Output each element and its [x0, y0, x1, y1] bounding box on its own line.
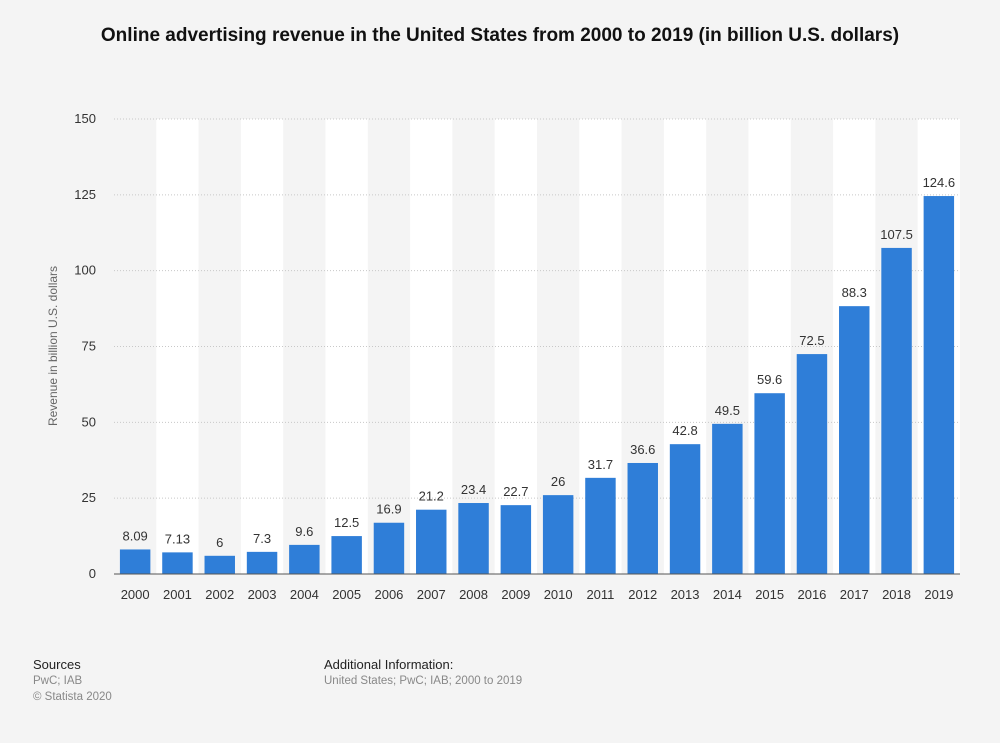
bar: [162, 552, 193, 574]
x-tick-label: 2018: [882, 587, 911, 602]
bars: [119, 196, 955, 574]
x-tick-label: 2005: [332, 587, 361, 602]
data-label: 12.5: [334, 515, 359, 530]
y-tick-label: 100: [74, 263, 96, 278]
x-tick-label: 2017: [840, 587, 869, 602]
x-tick-label: 2001: [163, 587, 192, 602]
chart-title: Online advertising revenue in the United…: [100, 25, 900, 46]
bar: [627, 462, 658, 574]
y-axis-label: Revenue in billion U.S. dollars: [46, 265, 60, 427]
bar: [754, 393, 785, 574]
x-tick-label: 2004: [290, 587, 319, 602]
data-label: 59.6: [757, 372, 782, 387]
x-tick-label: 2011: [586, 587, 614, 602]
y-tick-label: 75: [82, 339, 96, 354]
data-label: 6: [216, 535, 223, 550]
bar: [712, 423, 743, 574]
bar: [881, 247, 912, 574]
x-tick-label: 2012: [628, 587, 657, 602]
additional-info-text: United States; PwC; IAB; 2000 to 2019: [324, 675, 523, 687]
bar: [839, 306, 870, 574]
additional-info-block: Additional Information: United States; P…: [324, 657, 522, 689]
data-label: 124.6: [923, 175, 956, 190]
data-label: 21.2: [419, 489, 444, 504]
data-label: 8.09: [122, 528, 147, 543]
bar: [458, 503, 489, 574]
bar: [416, 509, 447, 574]
bar: [119, 549, 151, 574]
bar: [373, 522, 405, 574]
y-tick-label: 150: [74, 111, 96, 126]
bar: [923, 196, 955, 574]
x-tick-label: 2002: [205, 587, 234, 602]
plot-band: [410, 119, 453, 574]
bar: [585, 477, 616, 574]
x-tick-label: 2014: [713, 587, 742, 602]
x-tick-label: 2007: [417, 587, 446, 602]
additional-info-heading: Additional Information:: [324, 657, 454, 672]
bar: [204, 555, 235, 574]
x-tick-label: 2016: [797, 587, 826, 602]
copyright-text: © Statista 2020: [33, 691, 112, 703]
y-tick-label: 125: [74, 187, 96, 202]
data-label: 23.4: [461, 482, 486, 497]
data-label: 16.9: [376, 502, 401, 517]
x-tick-label: 2003: [248, 587, 277, 602]
data-label: 42.8: [672, 423, 697, 438]
data-label: 22.7: [503, 484, 528, 499]
data-label: 107.5: [880, 227, 913, 242]
x-tick-label: 2008: [459, 587, 488, 602]
x-tick-label: 2013: [671, 587, 700, 602]
data-label: 7.13: [165, 531, 190, 546]
data-label: 26: [551, 474, 565, 489]
x-tick-label: 2009: [501, 587, 530, 602]
sources-text: PwC; IAB: [33, 675, 83, 687]
bar: [542, 495, 574, 574]
bar: [289, 544, 320, 574]
data-label: 9.6: [295, 524, 313, 539]
sources-block: Sources PwC; IAB © Statista 2020: [33, 657, 112, 705]
value-labels: 8.09 7.13 6 7.3 9.6 12.5 16.9 21.2 23.4 22.7 26 31.…: [122, 175, 955, 550]
data-label: 31.7: [588, 457, 613, 472]
y-tick-label: 0: [89, 566, 96, 581]
x-tick-label: 2019: [924, 587, 953, 602]
bar: [796, 354, 828, 574]
x-axis-ticks: 2000 2001 2002 2003 2004 2005 2006 2007 2008 2009…: [121, 587, 954, 602]
data-label: 88.3: [842, 285, 867, 300]
sources-heading: Sources: [33, 657, 81, 672]
bar: [500, 505, 532, 574]
y-tick-label: 50: [82, 414, 96, 429]
bar: [246, 551, 278, 574]
x-tick-label: 2000: [121, 587, 150, 602]
data-label: 36.6: [630, 442, 655, 457]
bar: [331, 536, 362, 574]
y-tick-label: 25: [82, 490, 96, 505]
x-tick-label: 2015: [755, 587, 784, 602]
x-tick-label: 2006: [374, 587, 403, 602]
bar: [669, 444, 701, 574]
data-label: 7.3: [253, 531, 271, 546]
plot-band: [325, 119, 368, 574]
x-tick-label: 2010: [544, 587, 573, 602]
data-label: 72.5: [799, 333, 824, 348]
data-label: 49.5: [715, 403, 740, 418]
y-axis-ticks: 0 25 50 75 100 125 150: [74, 111, 96, 581]
